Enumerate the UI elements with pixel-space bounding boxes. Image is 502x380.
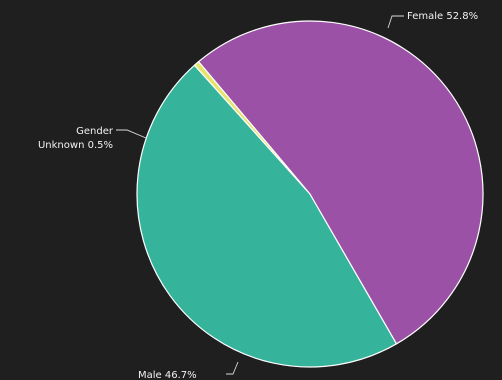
pie-slices <box>136 20 484 368</box>
leader-lines <box>116 15 404 375</box>
unknown-label-line-2: Unknown 0.5% <box>38 140 113 151</box>
female-label: Female 52.8% <box>407 11 478 22</box>
unknown-leader-line <box>116 129 147 139</box>
male-label: Male 46.7% <box>138 370 197 380</box>
female-leader-line <box>387 15 404 29</box>
unknown-label-line-1: Gender <box>76 126 114 137</box>
male-leader-line <box>226 361 239 375</box>
male-slice <box>136 64 398 368</box>
female-slice <box>198 20 484 345</box>
